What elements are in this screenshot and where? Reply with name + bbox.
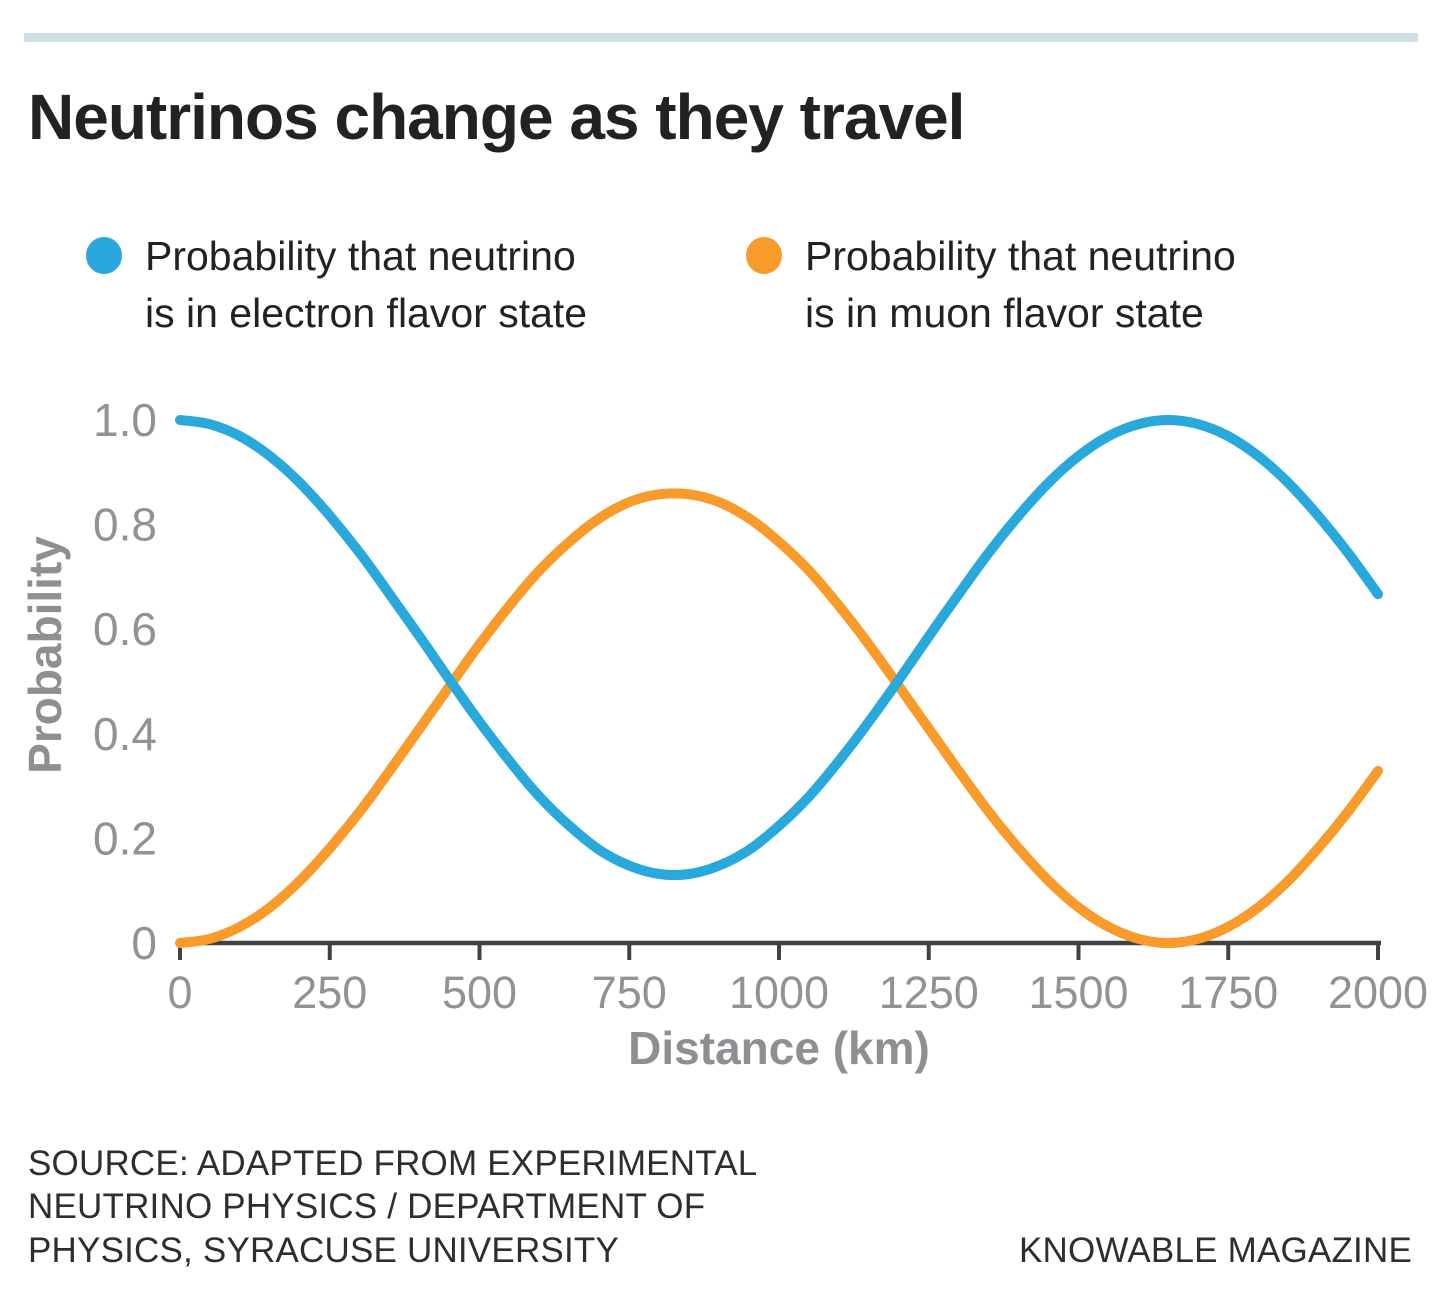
x-tick-label: 0	[167, 967, 192, 1018]
muon-flavor-curve	[175, 488, 1383, 948]
chart-svg: 0 250 500 750 1000 1250 1500 1750 2000 0 0.2 0.4 0.6…	[19, 394, 1428, 1074]
y-tick-label: 0.6	[93, 603, 157, 655]
y-axis-title: Probability	[19, 536, 71, 774]
legend-label-electron: Probability that neutrino is in electron…	[145, 228, 587, 342]
x-tick-label: 1000	[729, 967, 829, 1018]
legend-item-muon: Probability that neutrino is in muon fla…	[746, 228, 1236, 342]
legend-label-muon: Probability that neutrino is in muon fla…	[805, 228, 1236, 342]
electron-flavor-curve	[175, 415, 1383, 881]
page-title: Neutrinos change as they travel	[28, 81, 965, 153]
magazine-credit: KNOWABLE MAGAZINE	[1019, 1231, 1412, 1270]
x-tick-label: 750	[592, 967, 667, 1018]
y-tick-label: 0.8	[93, 499, 157, 551]
x-tick-label: 500	[442, 967, 517, 1018]
legend-label-electron-line2: is in electron flavor state	[145, 290, 588, 336]
legend-label-muon-line2: is in muon flavor state	[805, 290, 1204, 336]
y-tick-label: 0.4	[93, 708, 157, 760]
source-line-2: NEUTRINO PHYSICS / DEPARTMENT OF	[28, 1187, 706, 1227]
legend-item-electron: Probability that neutrino is in electron…	[86, 228, 587, 342]
source-attribution: SOURCE: ADAPTED FROM EXPERIMENTAL NEUTRI…	[28, 1142, 757, 1272]
source-line-3: PHYSICS, SYRACUSE UNIVERSITY	[28, 1230, 620, 1270]
muon-series-dot-icon	[746, 237, 782, 274]
electron-series-dot-icon	[86, 237, 122, 274]
x-tick-label: 1500	[1028, 967, 1128, 1018]
legend-label-electron-line1: Probability that neutrino	[145, 233, 576, 279]
x-tick-label: 1750	[1178, 967, 1278, 1018]
x-tick-label: 2000	[1328, 967, 1428, 1018]
source-line-1: SOURCE: ADAPTED FROM EXPERIMENTAL	[28, 1144, 758, 1183]
y-tick-label: 0.2	[93, 812, 157, 864]
x-tick-label: 250	[292, 967, 367, 1018]
y-tick-label: 1.0	[93, 394, 157, 446]
y-tick-label: 0	[131, 917, 157, 969]
x-tick-label: 1250	[879, 967, 979, 1018]
x-axis-title: Distance (km)	[628, 1022, 930, 1074]
accent-bar	[24, 33, 1418, 42]
legend-label-muon-line1: Probability that neutrino	[805, 233, 1236, 279]
